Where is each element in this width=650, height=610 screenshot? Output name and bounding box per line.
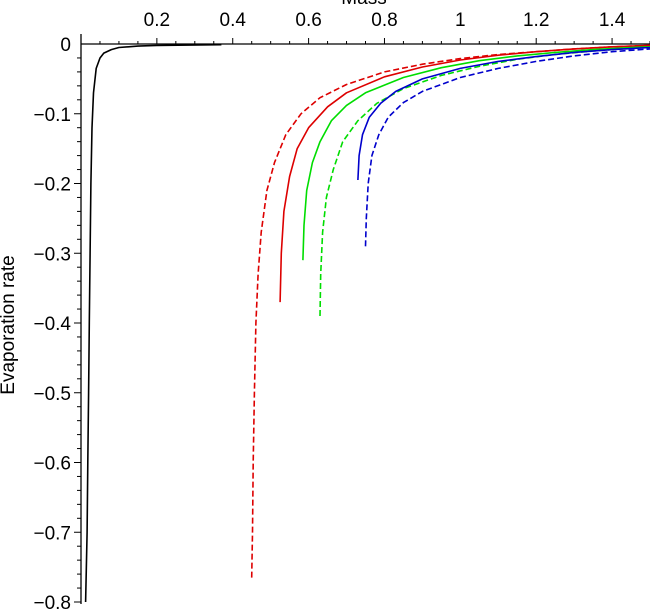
series-line-7 [364,48,650,247]
x-tick-label: 0.4 [220,10,247,31]
x-tick-label: 0.8 [371,10,397,31]
series-line-5 [319,46,650,317]
y-tick-label: −0.6 [33,454,71,475]
y-tick-label: −0.7 [33,523,71,544]
y-tick-label: −0.3 [33,244,71,265]
series-line-6 [357,46,650,181]
x-tick-label: 1 [455,10,466,31]
x-tick-label: 0.6 [295,10,321,31]
x-tick-label: 1.2 [523,10,549,31]
x-tick-label: 0.2 [144,10,170,31]
y-tick-label: −0.8 [33,593,71,610]
y-axis-title: Evaporation rate [0,255,19,394]
y-tick-label: −0.1 [33,105,71,126]
y-tick-label: −0.4 [33,314,71,335]
tick-labels: 0.2 0.4 0.6 0.8 1 1.2 1.4 0 −0.1 −0.2 −0.3 −0.4 −0.5… [33,10,625,610]
y-tick-label: −0.2 [33,175,71,196]
y-tick-label: 0 [60,35,71,56]
x-axis-title: Mass [341,0,386,9]
series-line-1 [84,43,222,603]
axes [74,34,650,604]
series-group [84,43,650,603]
series-line-3 [279,44,650,303]
series-line-4 [302,46,650,261]
x-tick-label: 1.4 [599,10,626,31]
y-tick-label: −0.5 [33,384,71,405]
